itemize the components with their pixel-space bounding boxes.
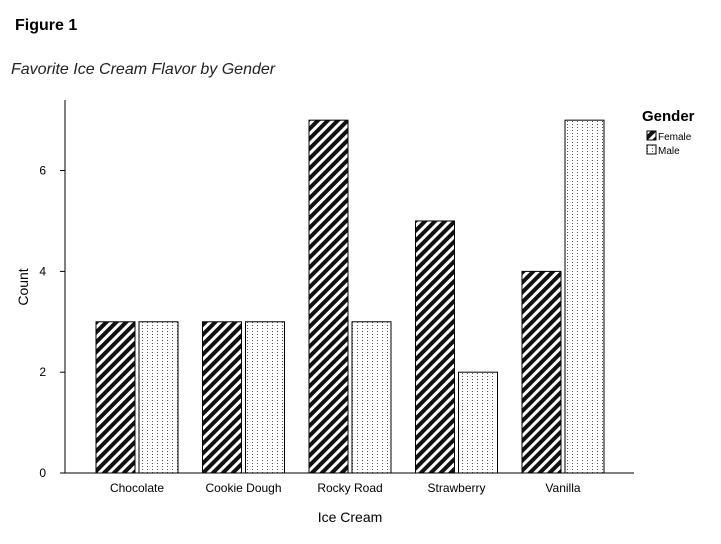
bar-female-strawberry [415,220,455,474]
y-tick-label: 4 [39,264,46,278]
legend-swatch-male [646,144,657,155]
legend-title: Gender [642,108,695,125]
bar-female-rocky-road [308,119,349,474]
x-tick-label: Cookie Dough [205,481,281,495]
bar-male-chocolate [138,321,179,474]
bar-female-cookie-dough [202,321,242,474]
x-tick-label: Vanilla [545,481,580,495]
x-axis-label: Ice Cream [318,509,383,525]
x-tick-label: Chocolate [110,481,164,495]
y-tick-label: 6 [39,164,46,178]
legend-label-male: Male [658,146,680,157]
figure-title: Favorite Ice Cream Flavor by Gender [11,61,276,78]
bars-layer [95,119,605,474]
y-tick-label: 2 [39,365,46,379]
legend-swatch-female [646,130,657,141]
bar-female-vanilla [521,270,562,474]
y-tick-label: 0 [39,466,46,480]
x-tick-label: Strawberry [427,481,485,495]
bar-male-vanilla [564,119,605,474]
bar-male-rocky-road [351,321,392,474]
y-ticks: 0 2 4 6 [39,164,65,480]
x-tick-label: Rocky Road [317,481,382,495]
y-axis-label: Count [15,268,31,305]
figure-label: Figure 1 [15,17,78,34]
x-ticks: Chocolate Cookie Dough Rocky Road Strawberr… [110,481,581,495]
bar-male-strawberry [458,371,498,474]
legend: Gender Female Male [642,108,695,157]
bar-male-cookie-dough [245,321,285,474]
legend-label-female: Female [658,132,692,143]
bar-female-chocolate [95,321,136,474]
